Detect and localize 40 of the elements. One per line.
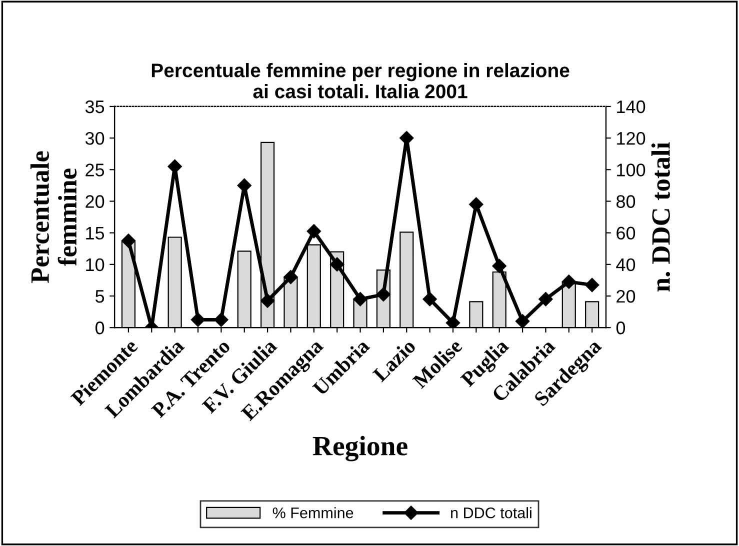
point	[376, 287, 391, 302]
point	[446, 316, 460, 328]
y-axis-title: Percentuale femmine	[30, 151, 77, 284]
point	[260, 294, 275, 308]
y2-tick-label: 140	[617, 100, 646, 114]
point	[190, 312, 206, 327]
y2-tick-label: 0	[616, 322, 626, 334]
point	[306, 224, 321, 238]
y2-axis-title: n. DDC totali	[651, 142, 670, 292]
y-tick-label: 30	[85, 132, 104, 145]
y2-tick-label: 120	[617, 132, 646, 145]
point	[330, 257, 344, 272]
y2-tick-label: 80	[616, 195, 636, 208]
x-axis-title: Regione	[312, 436, 408, 462]
point	[422, 292, 437, 306]
chart-title: Percentuale femmine per regione in relazione ai casi totali. Italia 2001	[152, 63, 570, 98]
point	[400, 130, 414, 146]
point	[515, 314, 530, 328]
legend-label: n DDC totali	[451, 507, 532, 518]
y-tick-label: 0	[95, 322, 104, 334]
y-tick-label: 15	[86, 226, 104, 240]
point	[469, 197, 484, 212]
y-tick-label: 5	[96, 290, 104, 303]
y-tick-label: 25	[86, 164, 104, 176]
point	[492, 258, 506, 274]
y-tick-label: 10	[86, 258, 104, 272]
y2-tick-label: 40	[616, 258, 636, 272]
point	[353, 292, 368, 306]
point	[284, 270, 298, 284]
y2-tick-label: 60	[616, 226, 636, 240]
y2-tick-label: 100	[617, 164, 646, 176]
legend-label: % Femmine	[272, 507, 354, 518]
y2-tick-label: 20	[616, 290, 636, 303]
point	[214, 312, 228, 327]
point	[562, 274, 576, 289]
point	[121, 234, 136, 248]
y-tick-label: 35	[85, 100, 104, 114]
point	[538, 292, 553, 306]
point	[584, 278, 600, 292]
y-tick-label: 20	[86, 195, 104, 208]
